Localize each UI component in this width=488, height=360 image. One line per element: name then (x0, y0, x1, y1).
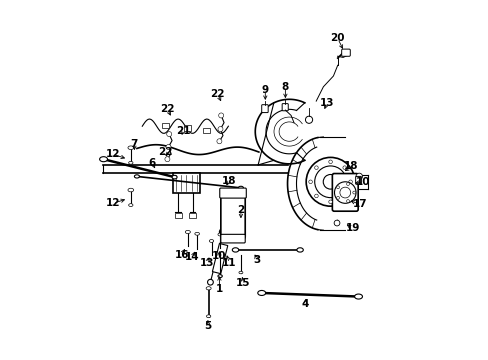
Ellipse shape (218, 275, 222, 278)
Circle shape (218, 127, 223, 132)
FancyBboxPatch shape (162, 123, 169, 129)
Circle shape (328, 160, 332, 163)
Ellipse shape (238, 186, 243, 189)
Text: 4: 4 (301, 299, 308, 309)
FancyBboxPatch shape (341, 49, 349, 56)
Text: 13: 13 (199, 258, 214, 268)
Ellipse shape (209, 239, 213, 242)
Ellipse shape (296, 248, 303, 252)
FancyBboxPatch shape (355, 176, 361, 184)
Circle shape (334, 182, 355, 203)
Circle shape (333, 220, 339, 226)
FancyBboxPatch shape (332, 174, 357, 211)
Circle shape (355, 173, 362, 180)
FancyBboxPatch shape (188, 213, 196, 218)
Ellipse shape (257, 291, 265, 296)
Circle shape (305, 116, 312, 123)
Text: 3: 3 (253, 255, 260, 265)
Text: 18: 18 (344, 161, 358, 171)
Text: 14: 14 (185, 252, 200, 262)
Text: 19: 19 (345, 224, 359, 233)
Circle shape (336, 197, 339, 199)
Text: 16: 16 (174, 249, 188, 260)
Ellipse shape (185, 230, 190, 234)
Circle shape (314, 166, 346, 198)
Circle shape (342, 166, 346, 170)
Ellipse shape (172, 175, 177, 179)
Circle shape (164, 157, 169, 162)
Ellipse shape (134, 175, 139, 178)
Circle shape (346, 200, 349, 203)
Text: 20: 20 (330, 33, 344, 43)
Circle shape (314, 166, 318, 170)
FancyBboxPatch shape (261, 105, 267, 113)
Circle shape (342, 194, 346, 198)
Text: 2: 2 (237, 206, 244, 216)
Ellipse shape (232, 248, 238, 252)
Ellipse shape (206, 287, 211, 290)
Ellipse shape (194, 232, 199, 235)
Circle shape (305, 157, 354, 206)
Ellipse shape (128, 204, 133, 207)
Text: 9: 9 (261, 85, 268, 95)
Text: 13: 13 (319, 98, 333, 108)
Circle shape (166, 132, 171, 136)
FancyBboxPatch shape (172, 173, 199, 193)
Circle shape (217, 139, 222, 144)
Text: 22: 22 (157, 147, 172, 157)
Circle shape (336, 186, 339, 189)
Circle shape (346, 183, 349, 185)
Circle shape (323, 175, 337, 189)
Text: 1: 1 (215, 284, 223, 294)
FancyBboxPatch shape (174, 213, 182, 218)
Text: 7: 7 (130, 139, 138, 149)
Text: 8: 8 (281, 82, 288, 93)
Text: 22: 22 (160, 104, 174, 114)
Text: 21: 21 (176, 126, 190, 135)
Circle shape (218, 113, 223, 118)
Ellipse shape (218, 233, 222, 236)
Ellipse shape (354, 294, 362, 299)
FancyBboxPatch shape (203, 128, 210, 134)
Text: 10: 10 (212, 251, 226, 261)
FancyBboxPatch shape (221, 192, 244, 239)
Circle shape (308, 180, 312, 184)
Ellipse shape (206, 315, 210, 318)
Circle shape (207, 279, 213, 285)
FancyBboxPatch shape (183, 125, 190, 131)
FancyBboxPatch shape (282, 104, 287, 111)
Text: 5: 5 (204, 321, 211, 331)
Text: 10: 10 (356, 177, 370, 187)
Bar (212, 243, 227, 274)
Circle shape (348, 180, 352, 184)
Text: 11: 11 (222, 258, 236, 268)
FancyBboxPatch shape (219, 188, 246, 198)
Text: 12: 12 (105, 149, 120, 159)
Ellipse shape (239, 271, 243, 274)
Ellipse shape (100, 157, 107, 162)
Ellipse shape (128, 188, 133, 192)
Circle shape (328, 200, 332, 204)
Text: 15: 15 (236, 278, 250, 288)
Text: 18: 18 (222, 176, 236, 186)
Circle shape (339, 187, 350, 198)
FancyBboxPatch shape (221, 234, 244, 243)
Text: 17: 17 (352, 199, 366, 210)
Ellipse shape (128, 161, 133, 164)
Text: 12: 12 (105, 198, 120, 208)
Text: 6: 6 (148, 158, 156, 168)
Circle shape (352, 191, 355, 194)
Circle shape (314, 194, 318, 198)
Text: 22: 22 (210, 89, 224, 99)
Ellipse shape (128, 146, 133, 149)
Circle shape (165, 144, 171, 149)
Circle shape (219, 228, 226, 235)
